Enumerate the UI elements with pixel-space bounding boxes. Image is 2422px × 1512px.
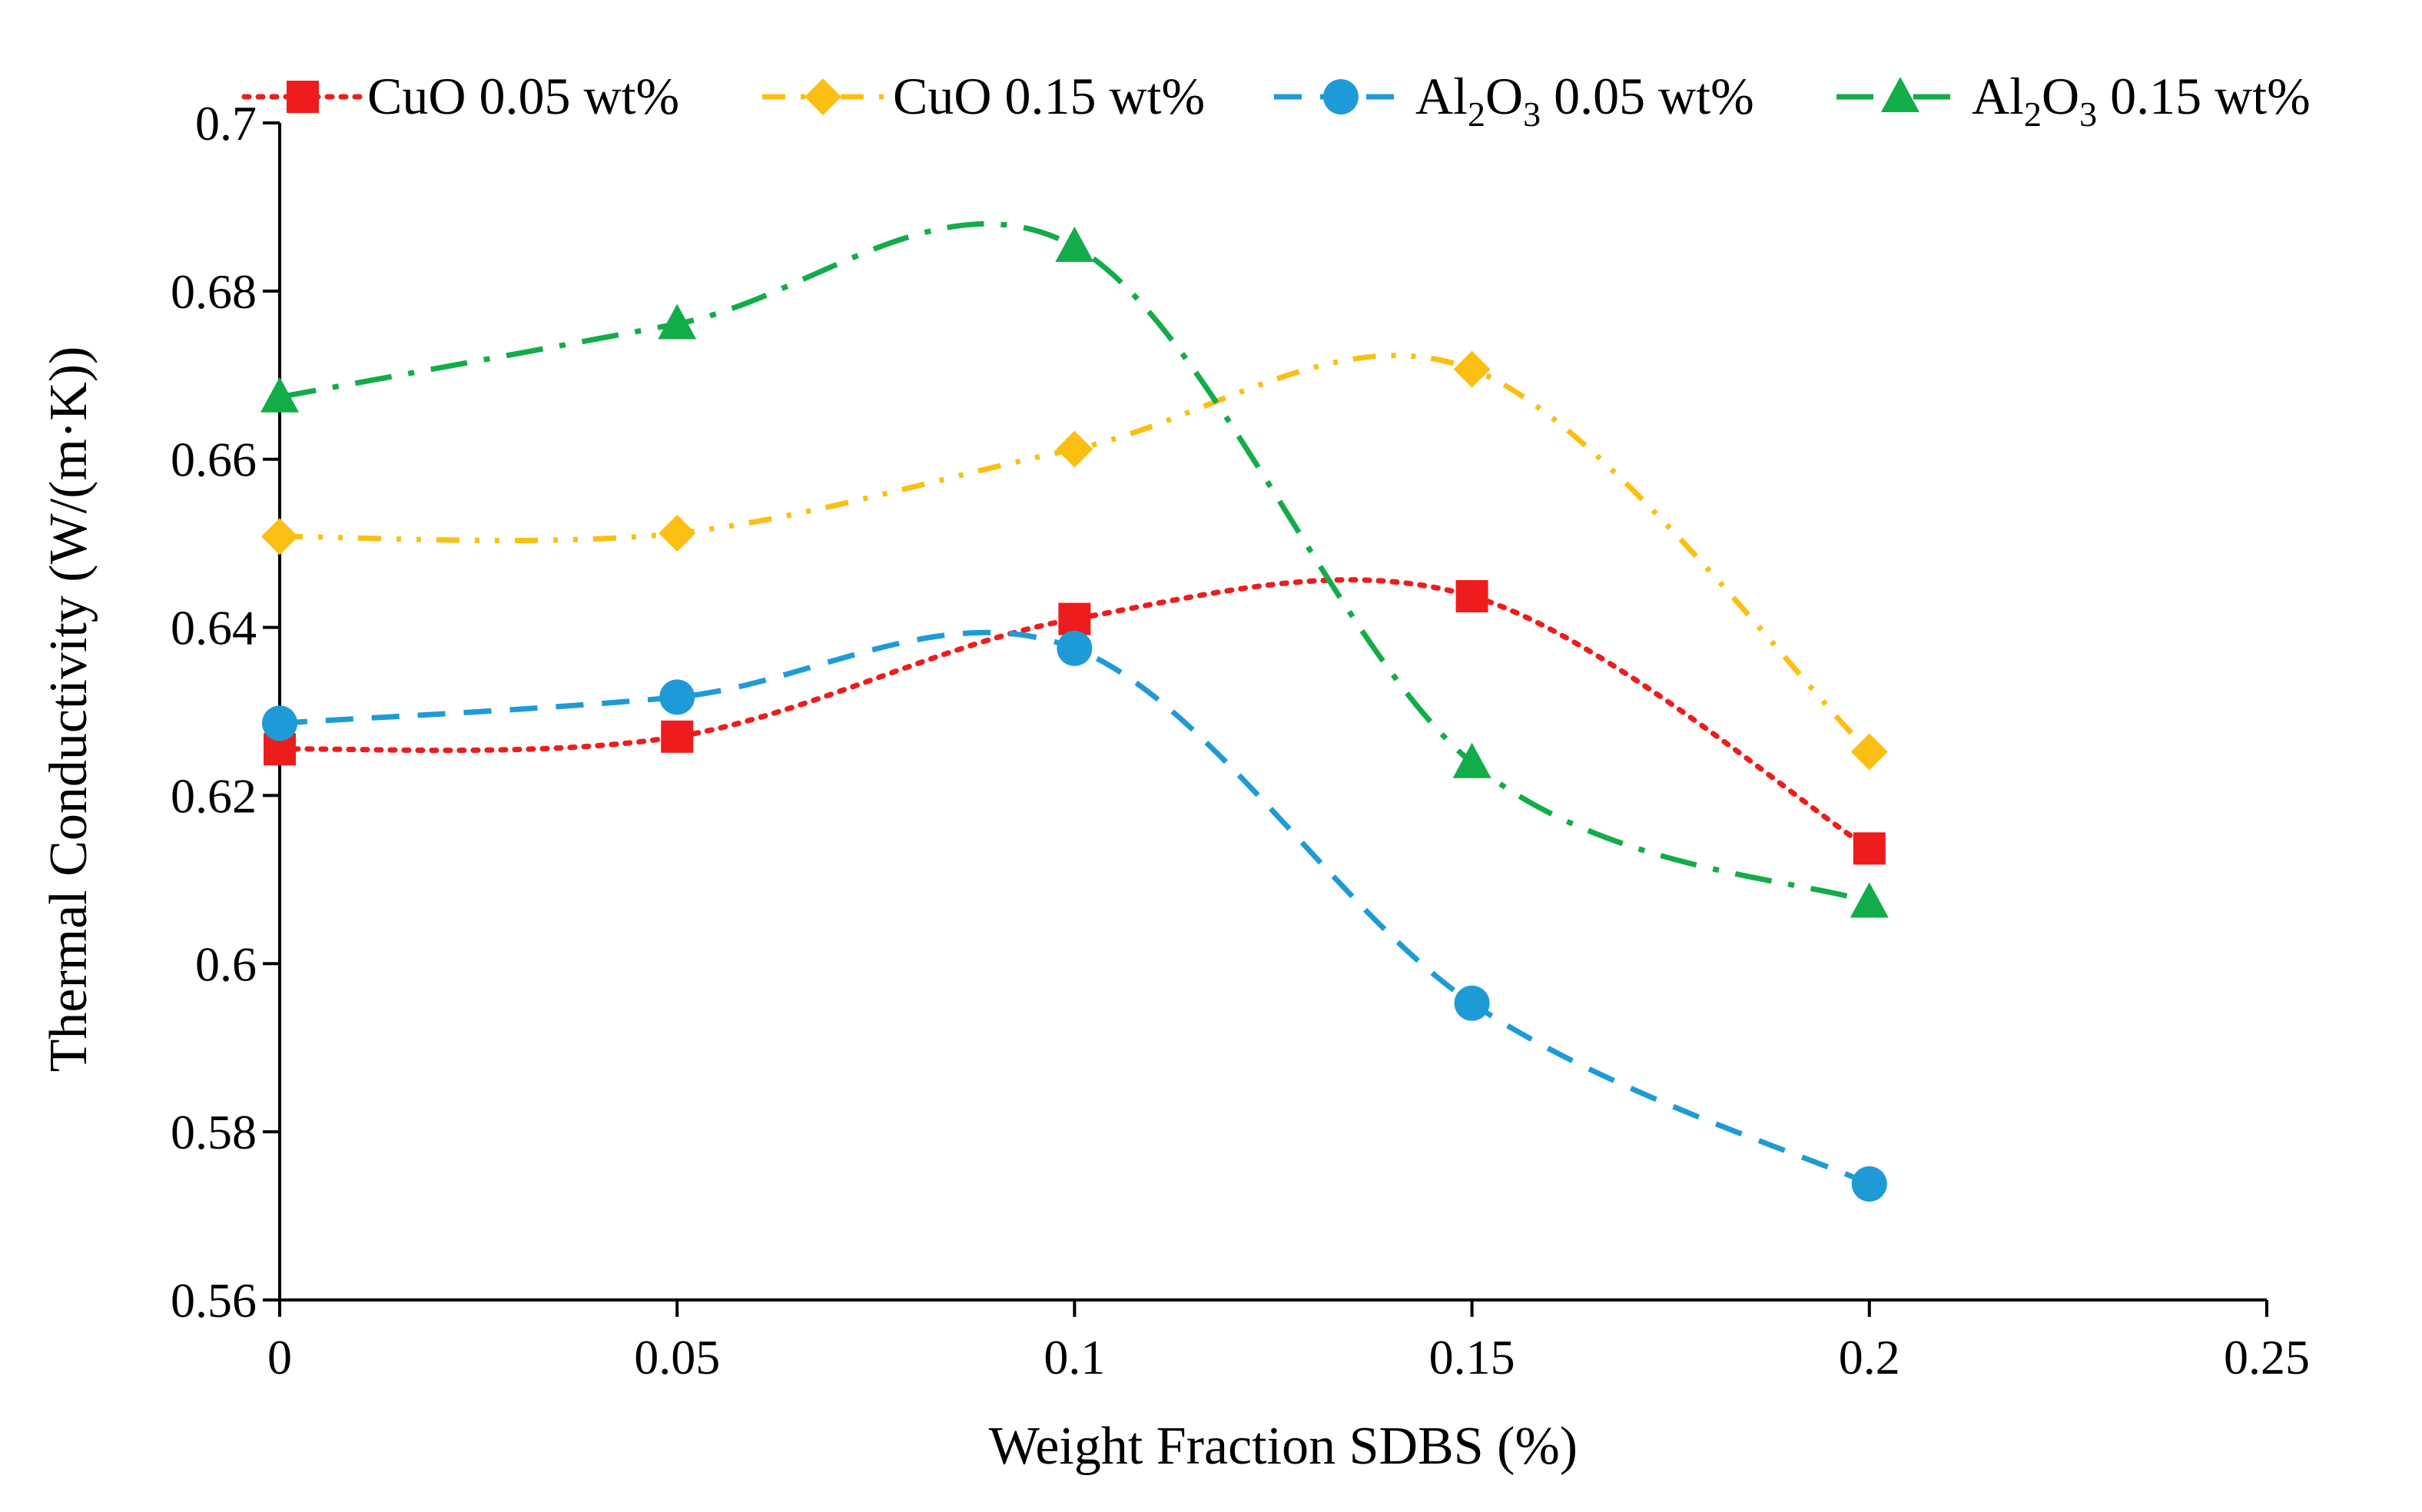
legend-label-cuo-015: CuO 0.15 wt% [893,67,1205,125]
data-point-al2o3-0-05-wt-3 [1454,985,1490,1021]
legend-marker-al2o3-005 [1323,79,1359,114]
data-point-cuo-0-15-wt-4 [1850,733,1888,771]
x-tick-label: 0.2 [1839,1330,1900,1384]
data-point-al2o3-0-15-wt-0 [260,376,299,413]
y-tick-label: 0.68 [171,264,257,319]
y-tick-label: 0.58 [171,1105,257,1159]
legend-marker-shape [1881,77,1919,112]
y-tick-label: 0.7 [195,96,257,151]
data-point-al2o3-0-05-wt-0 [262,705,297,741]
y-tick-label: 0.64 [171,601,257,655]
x-tick-label: 0 [267,1330,292,1384]
data-point-cuo-0-15-wt-2 [1056,430,1093,468]
legend-marker-shape [805,78,841,115]
data-point-al2o3-0-05-wt-4 [1851,1166,1887,1202]
legend-marker-cuo-015 [805,78,841,115]
axes: 0.56 0.58 0.6 0.62 0.64 0.66 0.68 0.7 0 0.05 0.1 0.… [171,96,2310,1384]
data-point-cuo-0-15-wt-0 [261,518,298,555]
legend-marker-shape [287,81,319,113]
legend-item-al2o3-005: Al2O3 0.05 wt% [1274,67,1754,134]
data-point-al2o3-0-15-wt-2 [1055,226,1094,262]
y-tick-label: 0.66 [171,433,257,487]
x-tick-label: 0.05 [634,1330,720,1384]
data-point-al2o3-0-15-wt-4 [1850,882,1889,918]
y-tick-label: 0.6 [195,937,257,991]
legend-label-al2o3-005: Al2O3 0.05 wt% [1415,67,1754,134]
data-point-cuo-0-05-wt-3 [1455,580,1488,613]
data-point-cuo-0-05-wt-4 [1853,832,1886,865]
data-point-al2o3-0-15-wt-3 [1452,742,1491,778]
legend-item-cuo-015: CuO 0.15 wt% [762,67,1205,125]
data-point-al2o3-0-05-wt-2 [1057,630,1093,666]
y-axis-title: Thermal Conductivity (W/(m·K)) [39,346,98,1073]
series-line-al2o3-0-05-wt [279,629,1871,1187]
legend-marker-shape [1323,79,1359,114]
legend: CuO 0.05 wt% CuO 0.15 wt% Al2O3 0.05 wt%… [241,67,2311,134]
x-tick-label: 0.25 [2224,1330,2310,1384]
y-tick-label: 0.62 [171,768,257,823]
y-tick-label: 0.56 [171,1273,257,1328]
legend-marker-cuo-005 [287,81,319,113]
legend-marker-al2o3-015 [1881,77,1919,112]
data-point-cuo-0-15-wt-1 [659,515,696,552]
data-point-cuo-0-05-wt-2 [1058,602,1091,635]
data-point-al2o3-0-15-wt-1 [658,303,697,340]
legend-item-al2o3-015: Al2O3 0.15 wt% [1836,67,2311,134]
x-axis-title: Weight Fraction SDBS (%) [989,1417,1578,1476]
data-point-cuo-0-15-wt-3 [1453,350,1491,388]
x-tick-label: 0.15 [1429,1330,1515,1384]
legend-label-cuo-005: CuO 0.05 wt% [367,67,679,125]
series-line-al2o3-0-15-wt [279,221,1870,905]
series-markers [260,226,1889,1202]
legend-item-cuo-005: CuO 0.05 wt% [241,67,679,125]
legend-label-al2o3-015: Al2O3 0.15 wt% [1972,67,2311,134]
data-point-al2o3-0-05-wt-1 [659,679,695,715]
data-point-cuo-0-05-wt-1 [661,720,694,753]
x-tick-label: 0.1 [1043,1330,1105,1384]
